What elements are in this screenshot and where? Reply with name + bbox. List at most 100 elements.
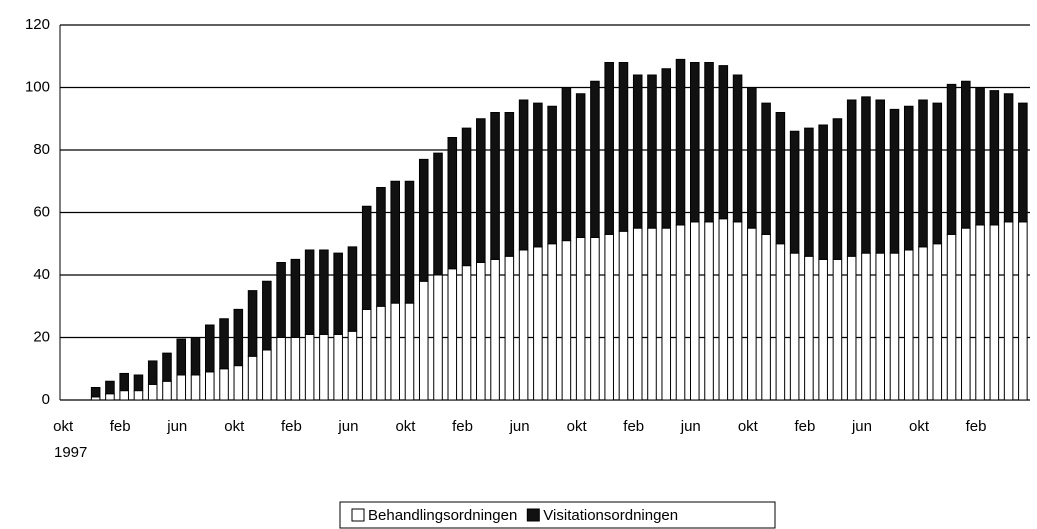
x-tick-label: jun <box>509 418 530 435</box>
bar-segment <box>290 258 301 338</box>
bar-segment <box>219 368 229 401</box>
bar-segment <box>718 218 729 401</box>
bar-segment <box>832 258 843 401</box>
legend-swatch <box>526 508 540 522</box>
bar-segment <box>476 118 486 263</box>
bar-segment <box>361 205 372 310</box>
bar-segment <box>276 337 286 401</box>
bar-segment <box>547 105 557 245</box>
bar-segment <box>176 338 187 376</box>
bar-segment <box>975 224 985 401</box>
bar-segment <box>818 258 828 401</box>
x-tick-label: okt <box>395 418 416 435</box>
legend-label: Behandlingsordningen <box>368 507 517 524</box>
bar-segment <box>333 252 343 335</box>
bar-segment <box>290 337 301 401</box>
x-tick-label: feb <box>794 418 815 435</box>
bar-segment <box>490 258 500 401</box>
x-tick-label: jun <box>680 418 701 435</box>
bar-segment <box>1003 93 1014 223</box>
bar-segment <box>533 102 543 248</box>
legend-box <box>339 501 776 529</box>
x-tick-label: feb <box>966 418 987 435</box>
x-tick-label: okt <box>224 418 245 435</box>
bar-segment <box>433 274 443 401</box>
x-tick-label: jun <box>851 418 872 435</box>
bar-segment <box>690 221 700 401</box>
y-tick-label: 20 <box>33 328 50 345</box>
bar-segment <box>147 360 158 385</box>
bar-segment <box>846 255 857 401</box>
x-sublabel: 1997 <box>54 444 87 461</box>
bar-segment <box>789 252 800 401</box>
y-tick-label: 0 <box>42 391 50 408</box>
x-tick-label: okt <box>567 418 588 435</box>
bar-segment <box>946 233 957 401</box>
bar-segment <box>190 374 201 401</box>
bar-segment <box>247 290 258 357</box>
bar-segment <box>390 302 400 401</box>
bar-segment <box>875 252 885 401</box>
bar-segment <box>932 102 943 245</box>
bar-segment <box>590 80 600 238</box>
legend-swatch <box>351 508 365 522</box>
bar-segment <box>1018 102 1028 223</box>
bar-segment <box>518 99 529 251</box>
bar-segment <box>319 249 329 335</box>
bar-segment <box>989 90 1000 226</box>
bar-segment <box>704 221 714 401</box>
bar-segment <box>347 330 358 401</box>
bar-segment <box>105 380 115 395</box>
x-tick-label: feb <box>281 418 302 435</box>
bar-segment <box>946 83 957 235</box>
bar-segment <box>461 127 472 267</box>
bar-segment <box>319 333 329 401</box>
bar-segment <box>447 268 458 401</box>
bar-segment <box>433 152 443 276</box>
bar-segment <box>575 93 586 238</box>
bar-segment <box>704 62 714 223</box>
bar-segment <box>461 265 472 401</box>
bar-segment <box>418 280 429 401</box>
bar-segment <box>147 383 158 401</box>
bar-segment <box>490 112 500 260</box>
bar-segment <box>547 243 557 401</box>
bar-segment <box>347 246 358 332</box>
bar-segment <box>832 118 843 260</box>
bar-segment <box>718 65 729 220</box>
bar-segment <box>747 87 757 229</box>
bar-segment <box>903 249 914 401</box>
bar-segment <box>418 158 429 282</box>
x-tick-label: feb <box>623 418 644 435</box>
bar-segment <box>504 112 515 257</box>
bar-segment <box>404 302 415 401</box>
bar-segment <box>533 246 543 401</box>
bar-segment <box>647 227 657 401</box>
bar-segment <box>133 390 144 401</box>
bar-segment <box>632 74 643 229</box>
bar-segment <box>190 337 201 376</box>
bar-segment <box>575 237 586 401</box>
bar-segment <box>875 99 885 254</box>
bar-segment <box>376 187 386 307</box>
y-tick-label: 120 <box>25 16 50 33</box>
y-tick-label: 80 <box>33 141 50 158</box>
y-tick-label: 60 <box>33 203 50 220</box>
bar-segment <box>647 74 657 229</box>
bar-segment <box>105 393 115 401</box>
bar-segment <box>961 80 971 229</box>
bar-segment <box>747 227 757 401</box>
bar-segment <box>632 227 643 401</box>
bar-segment <box>262 349 272 401</box>
bar-segment <box>590 237 600 401</box>
bar-segment <box>846 99 857 257</box>
y-tick-label: 40 <box>33 266 50 283</box>
bar-segment <box>162 380 172 401</box>
bar-segment <box>262 280 272 351</box>
bar-segment <box>304 249 315 335</box>
bar-segment <box>176 374 187 401</box>
bar-segment <box>518 249 529 401</box>
bar-segment <box>447 137 458 270</box>
bar-segment <box>818 124 828 260</box>
